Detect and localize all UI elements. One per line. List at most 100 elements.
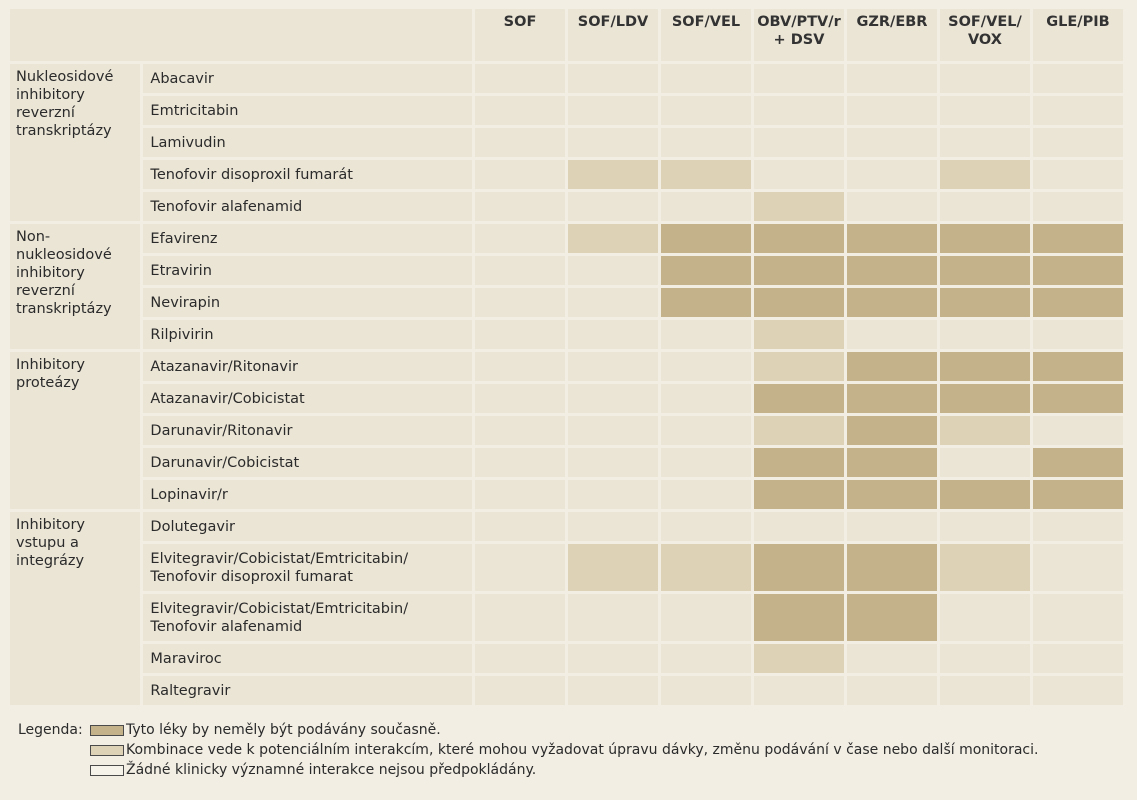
interaction-cell [568,512,658,541]
interaction-cell [475,224,566,253]
drug-name: Dolutegavir [143,512,473,541]
interaction-cell [661,480,751,509]
interaction-cell [939,256,1030,285]
drug-name: Tenofovir disoproxil fumarát [143,160,473,189]
table-row: Maraviroc [10,644,1123,673]
interaction-cell [1032,160,1123,189]
interaction-cell [1032,96,1123,125]
interaction-cell [568,416,658,445]
interaction-cell [475,352,566,381]
table-row: Non-nukleosidové inhibitory reverzní tra… [10,224,1123,349]
interaction-cell [753,448,844,477]
legend-prefix: Legenda: [18,722,83,738]
interaction-cell [661,160,751,189]
interaction-cell [846,676,937,705]
interaction-cell [1032,644,1123,673]
interaction-cell [661,224,751,253]
interaction-cell [939,384,1030,413]
interaction-cell [939,64,1030,93]
drug-name: Elvitegravir/Cobicistat/Emtricitabin/ Te… [143,594,473,641]
interaction-cell [1032,480,1123,509]
interaction-cell [661,320,751,349]
interaction-cell [753,64,844,93]
column-header: GLE/PIB [1032,9,1123,61]
interaction-cell [475,512,566,541]
drug-name: Darunavir/Cobicistat [143,448,473,477]
interaction-cell [568,320,658,349]
interaction-cell [939,512,1030,541]
column-header: SOF [475,9,566,61]
interaction-cell [475,320,566,349]
interaction-cell [846,288,937,317]
interaction-cell [753,352,844,381]
interaction-cell [568,224,658,253]
group-label: Nukleosidové inhibitory reverzní transkr… [10,64,141,221]
interaction-cell [475,288,566,317]
interaction-cell [475,64,566,93]
interaction-cell [846,416,937,445]
interaction-cell [568,192,658,221]
drug-name: Etravirin [143,256,473,285]
interaction-cell [661,64,751,93]
table-body: Nukleosidové inhibitory reverzní transkr… [10,64,1123,705]
interaction-cell [1032,192,1123,221]
interaction-cell [939,352,1030,381]
interaction-cell [846,448,937,477]
legend-row-2: Legenda: Tyto léky by neměly být podáván… [18,720,1038,740]
legend-row-0: Žádné klinicky významné interakce nejsou… [18,760,1038,780]
interaction-cell [475,128,566,157]
drug-name: Nevirapin [143,288,473,317]
interaction-cell [846,352,937,381]
interaction-cell [1032,676,1123,705]
interaction-cell [475,96,566,125]
interaction-cell [1032,512,1123,541]
table-row: Darunavir/Cobicistat [10,448,1123,477]
interaction-cell [475,416,566,445]
interaction-cell [753,160,844,189]
interaction-cell [753,416,844,445]
table-row: Emtricitabin [10,96,1123,125]
header-row: SOF SOF/LDV SOF/VEL OBV/PTV/r + DSV GZR/EBR S… [10,9,1123,61]
interaction-cell [568,676,658,705]
interaction-cell [939,480,1030,509]
interaction-cell [1032,256,1123,285]
legend-row-1: Kombinace vede k potenciálním interakcím… [18,740,1038,760]
interaction-cell [846,128,937,157]
interaction-cell [753,512,844,541]
interaction-cell [1032,384,1123,413]
interaction-cell [475,480,566,509]
legend-swatch-level-2 [90,724,124,736]
interaction-cell [475,448,566,477]
interaction-cell [753,96,844,125]
interaction-cell [661,676,751,705]
interaction-cell [846,256,937,285]
interaction-cell [1032,288,1123,317]
column-header: OBV/PTV/r + DSV [753,9,844,61]
interaction-cell [661,594,751,641]
interaction-cell [1032,448,1123,477]
interaction-cell [939,288,1030,317]
header-corner [10,9,473,61]
drug-name: Lopinavir/r [143,480,473,509]
interaction-cell [753,384,844,413]
interaction-cell [846,320,937,349]
table-row: Etravirin [10,256,1123,285]
column-header: SOF/VEL [661,9,751,61]
interaction-cell [568,160,658,189]
interaction-cell [568,448,658,477]
interaction-cell [753,288,844,317]
interaction-cell [939,544,1030,591]
interaction-cell [939,594,1030,641]
interaction-cell [939,224,1030,253]
drug-name: Lamivudin [143,128,473,157]
drug-name: Raltegravir [143,676,473,705]
interaction-cell [939,416,1030,445]
table-row: Elvitegravir/Cobicistat/Emtricitabin/ Te… [10,544,1123,591]
interaction-cell [568,256,658,285]
interaction-cell [939,676,1030,705]
interaction-cell [475,384,566,413]
drug-name: Emtricitabin [143,96,473,125]
drug-name: Elvitegravir/Cobicistat/Emtricitabin/ Te… [143,544,473,591]
table-row: Tenofovir alafenamid [10,192,1123,221]
interaction-cell [753,676,844,705]
